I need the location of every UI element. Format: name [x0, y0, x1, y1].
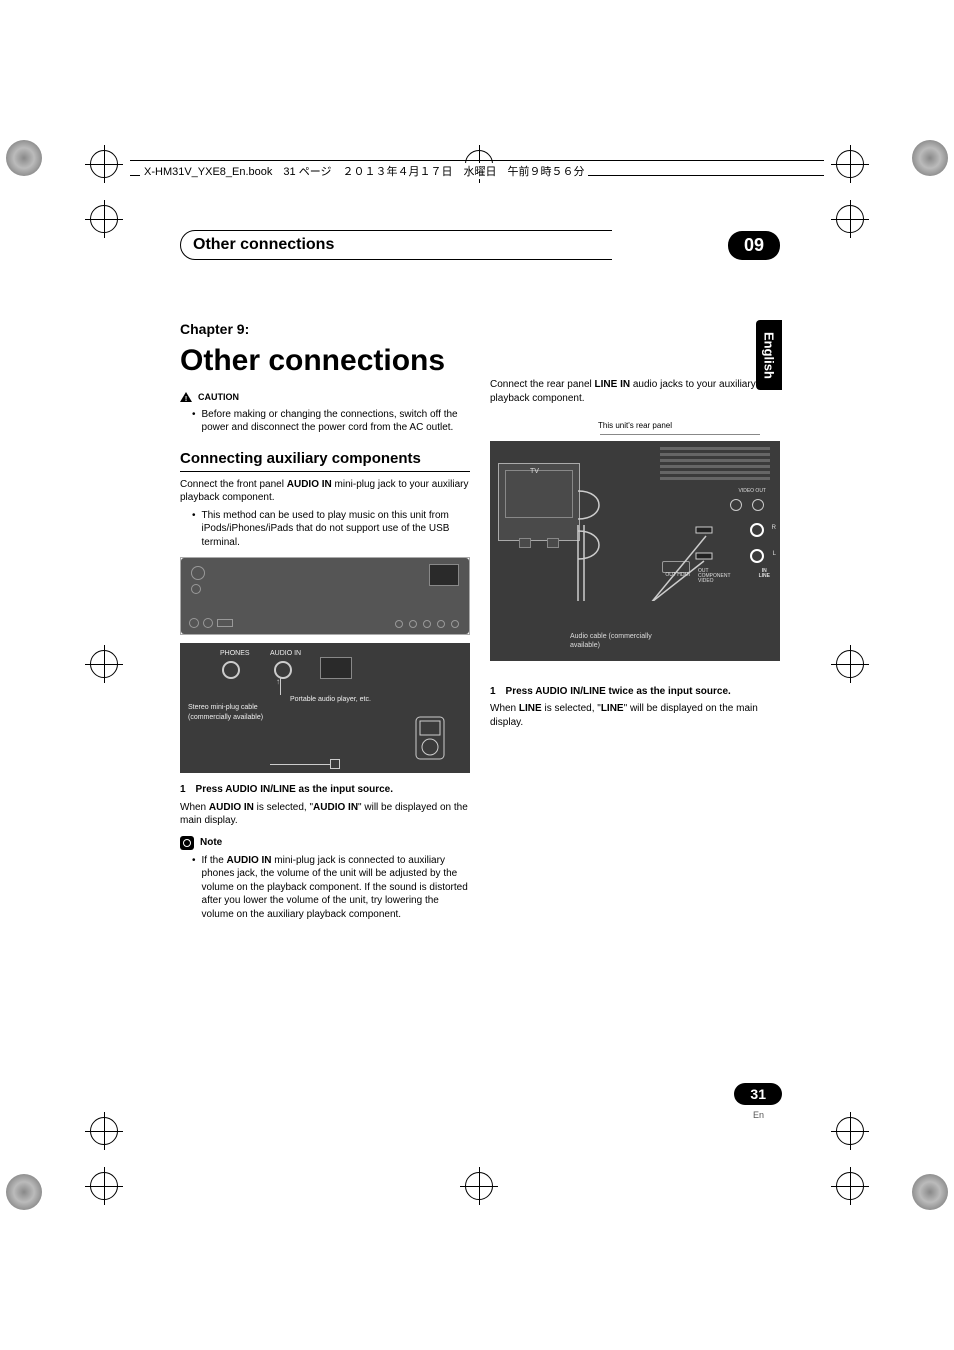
reg-mark	[912, 140, 948, 176]
warning-icon: !	[180, 392, 192, 402]
note-label: Note	[200, 836, 222, 850]
crop-cross	[90, 1117, 118, 1145]
caution-text: Before making or changing the connection…	[202, 408, 470, 435]
caution-bullet: • Before making or changing the connecti…	[180, 408, 470, 435]
unit-front	[181, 558, 469, 634]
line-label: LINE	[759, 574, 770, 580]
chapter-header-bar: Other connections 09	[180, 230, 780, 260]
phones-label: PHONES	[220, 649, 250, 658]
t: LINE IN	[595, 379, 631, 390]
cable-path	[576, 481, 716, 601]
svg-text:!: !	[185, 396, 187, 402]
bullet-dot: •	[192, 509, 196, 550]
step1-body: When AUDIO IN is selected, "AUDIO IN" wi…	[180, 801, 470, 828]
front-panel-diagram	[180, 557, 470, 635]
left-column: Chapter 9: Other connections ! CAUTION •…	[180, 320, 470, 929]
step2-heading: 1 Press AUDIO IN/LINE twice as the input…	[490, 685, 780, 699]
portable-label: Portable audio player, etc.	[290, 695, 371, 704]
note-heading: Note	[180, 836, 470, 850]
chapter-header-title: Other connections	[180, 230, 630, 260]
crop-cross	[465, 1172, 493, 1200]
rear-panel-diagram: TV VIDEO OUT R L OUT HDMI OUT COMPONENT …	[490, 441, 780, 661]
page: X-HM31V_YXE8_En.book 31 ページ ２０１３年４月１７日 水…	[0, 0, 954, 1350]
bullet-dot: •	[192, 408, 196, 435]
crop-cross	[90, 1172, 118, 1200]
crop-cross	[836, 150, 864, 178]
t: Connect the front panel	[180, 479, 287, 490]
section1-bullet-text: This method can be used to play music on…	[202, 509, 470, 550]
reg-mark	[6, 140, 42, 176]
t: AUDIO IN	[313, 802, 358, 813]
t: LINE	[519, 703, 542, 714]
chapter-title: Other connections	[180, 341, 470, 382]
note-text: If the AUDIO IN mini-plug jack is connec…	[202, 854, 470, 922]
step1-heading: 1 Press AUDIO IN/LINE as the input sourc…	[180, 783, 470, 797]
t: AUDIO IN	[227, 855, 272, 866]
t: AUDIO IN	[287, 479, 332, 490]
cable-label: Stereo mini-plug cable (commercially ava…	[188, 703, 278, 722]
header-meta: X-HM31V_YXE8_En.book 31 ページ ２０１３年４月１７日 水…	[140, 163, 588, 179]
caution-label: CAUTION	[198, 391, 239, 403]
section1-bullet: • This method can be used to play music …	[180, 509, 470, 550]
t: When	[490, 703, 519, 714]
audio-in-diagram: PHONES AUDIO IN ↑ Portable audio player,…	[180, 643, 470, 773]
note-bullet: • If the AUDIO IN mini-plug jack is conn…	[180, 854, 470, 922]
content-area: Other connections 09 Chapter 9: Other co…	[180, 230, 780, 929]
chapter-number-badge: 09	[728, 231, 780, 260]
step2-body: When LINE is selected, "LINE" will be di…	[490, 702, 780, 729]
r-label: R	[772, 524, 776, 532]
t: LINE	[601, 703, 624, 714]
section2-intro: Connect the rear panel LINE IN audio jac…	[490, 378, 780, 405]
header-rule	[130, 160, 824, 161]
right-column: Connect the rear panel LINE IN audio jac…	[490, 320, 780, 929]
crop-cross	[90, 150, 118, 178]
page-number: 31	[734, 1083, 782, 1105]
t: is selected, "	[254, 802, 313, 813]
t: is selected, "	[542, 703, 601, 714]
page-lang: En	[753, 1110, 764, 1120]
reg-mark	[912, 1174, 948, 1210]
reg-mark	[6, 1174, 42, 1210]
audio-in-label: AUDIO IN	[270, 649, 301, 658]
note-icon	[180, 836, 194, 850]
t: Connect the rear panel	[490, 379, 595, 390]
chapter-label: Chapter 9:	[180, 320, 470, 339]
crop-cross	[90, 205, 118, 233]
section-heading: Connecting auxiliary components	[180, 449, 470, 472]
section1-intro: Connect the front panel AUDIO IN mini-pl…	[180, 478, 470, 505]
tv-label: TV	[530, 467, 539, 476]
mp3-player-icon	[410, 713, 450, 763]
crop-cross	[836, 1117, 864, 1145]
crop-cross	[836, 205, 864, 233]
t: If the	[202, 855, 227, 866]
rear-panel-caption: This unit's rear panel	[490, 421, 780, 432]
crop-cross	[836, 650, 864, 678]
t: When	[180, 802, 209, 813]
crop-cross	[836, 1172, 864, 1200]
bullet-dot: •	[192, 854, 196, 922]
crop-cross	[90, 650, 118, 678]
t: AUDIO IN	[209, 802, 254, 813]
video-out-label: VIDEO OUT	[738, 489, 766, 495]
audio-cable-label: Audio cable (commercially available)	[570, 632, 680, 651]
caution-heading: ! CAUTION	[180, 391, 470, 403]
l-label: L	[773, 550, 776, 558]
